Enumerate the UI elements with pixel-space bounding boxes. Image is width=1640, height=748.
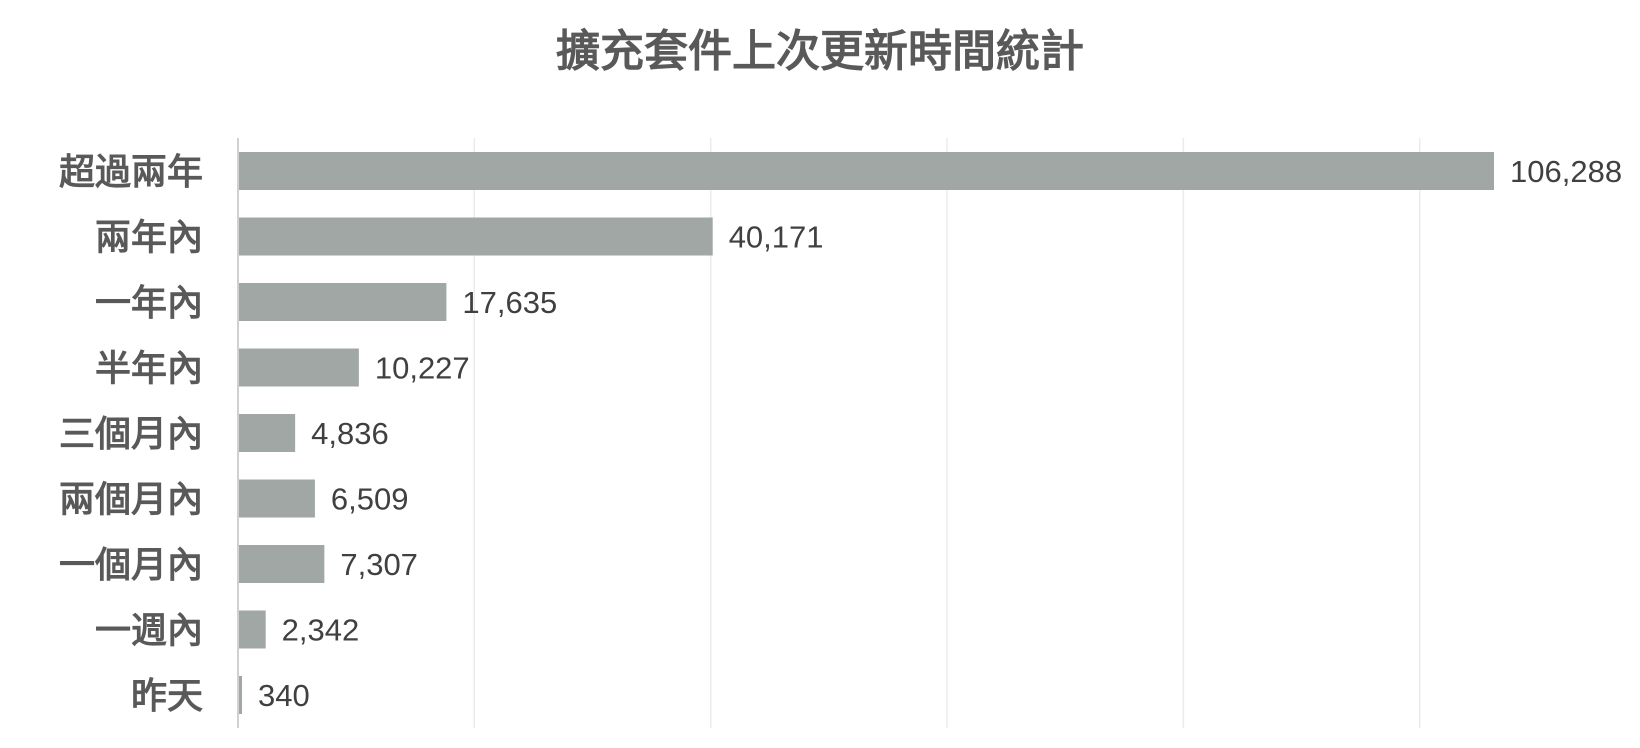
data-label: 17,635	[462, 285, 557, 320]
chart-title: 擴充套件上次更新時間統計	[556, 26, 1084, 77]
data-labels: 106,288 40,171 17,635 10,227 4,836 6,509 7,307…	[258, 154, 1622, 713]
category-label: 超過兩年	[59, 152, 203, 193]
category-label: 一年內	[95, 283, 203, 324]
data-label: 106,288	[1510, 154, 1622, 189]
category-label: 兩個月內	[59, 480, 203, 521]
bar	[238, 414, 296, 452]
data-label: 4,836	[311, 416, 389, 451]
category-label: 半年內	[95, 349, 203, 390]
category-label: 一個月內	[59, 545, 203, 586]
data-label: 2,342	[282, 613, 360, 648]
bar	[238, 676, 243, 714]
bar	[238, 479, 315, 518]
category-label: 昨天	[131, 676, 203, 717]
category-label: 三個月內	[59, 414, 203, 455]
data-label: 7,307	[340, 547, 418, 582]
category-label: 一週內	[95, 611, 203, 652]
category-label: 兩年內	[95, 218, 203, 259]
data-label: 6,509	[331, 482, 409, 517]
bars	[238, 152, 1494, 714]
bar	[238, 545, 325, 583]
data-label: 10,227	[375, 351, 470, 386]
bar	[238, 152, 1494, 190]
bar	[238, 283, 447, 321]
data-label: 40,171	[729, 220, 824, 255]
data-label: 340	[258, 678, 310, 713]
bar	[238, 348, 359, 387]
bar	[238, 217, 713, 256]
bar	[238, 610, 266, 649]
